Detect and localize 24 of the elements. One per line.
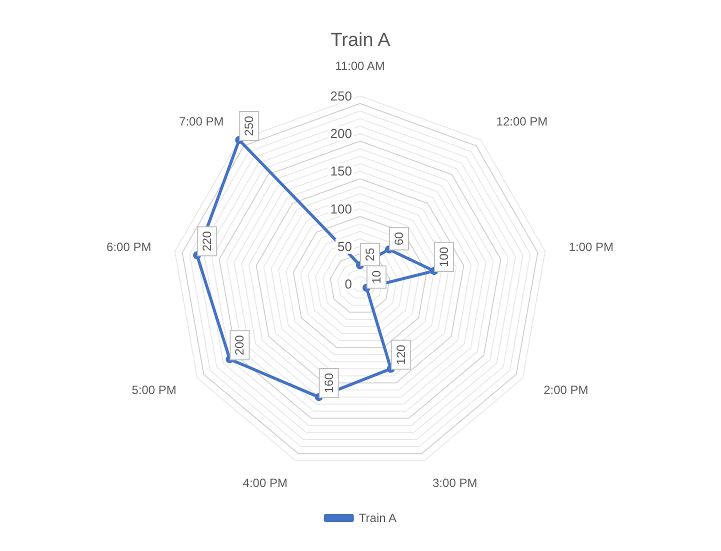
spoke-label: 2:00 PM bbox=[544, 383, 588, 397]
spoke-label: 3:00 PM bbox=[432, 476, 478, 490]
spoke-label: 11:00 AM bbox=[335, 59, 385, 73]
spoke-label: 7:00 PM bbox=[179, 114, 224, 129]
data-label: 100 bbox=[437, 246, 452, 267]
spoke-label: 6:00 PM bbox=[106, 240, 152, 254]
spoke-label: 1:00 PM bbox=[568, 240, 614, 254]
legend-label: Train A bbox=[358, 511, 396, 525]
data-label: 220 bbox=[200, 230, 214, 252]
y-tick-label: 150 bbox=[330, 164, 352, 179]
y-tick-label: 200 bbox=[330, 126, 352, 142]
data-label: 250 bbox=[242, 116, 256, 136]
data-label: 160 bbox=[322, 372, 336, 394]
data-label: 60 bbox=[392, 232, 406, 246]
spoke-label: 12:00 PM bbox=[496, 114, 548, 129]
y-tick-label: 100 bbox=[330, 201, 352, 216]
y-tick-label: 250 bbox=[330, 88, 352, 104]
data-label: 25 bbox=[363, 248, 377, 262]
y-tick-label: 50 bbox=[338, 238, 352, 254]
chart-title: Train A bbox=[330, 30, 391, 51]
spoke-label: 4:00 PM bbox=[242, 476, 288, 490]
data-label: 200 bbox=[232, 334, 247, 356]
data-label: 120 bbox=[394, 344, 408, 365]
spoke-label: 5:00 PM bbox=[132, 383, 176, 397]
